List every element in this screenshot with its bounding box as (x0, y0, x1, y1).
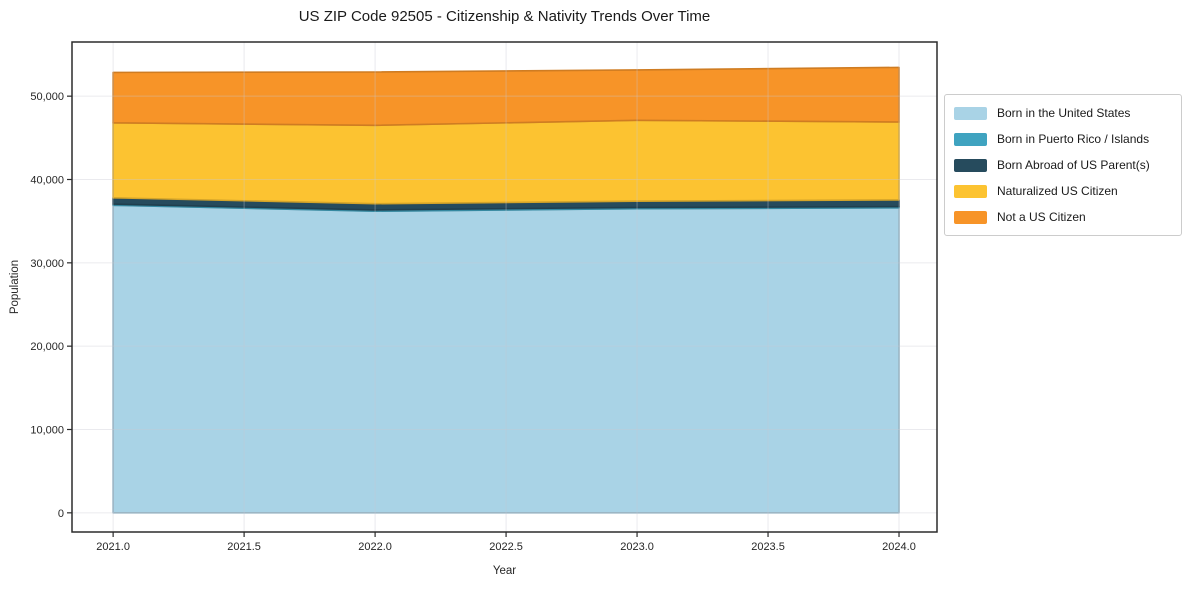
y-tick-label: 50,000 (30, 91, 64, 103)
x-tick-label: 2021.5 (227, 541, 261, 553)
y-tick-label: 40,000 (30, 175, 64, 187)
legend-label-born-us: Born in the United States (997, 106, 1131, 120)
x-tick-label: 2024.0 (882, 541, 916, 553)
legend-swatch-not-citizen (954, 210, 987, 224)
legend-label-naturalized: Naturalized US Citizen (997, 184, 1118, 198)
legend-item-naturalized: Naturalized US Citizen (954, 181, 1172, 201)
x-tick-label: 2023.0 (620, 541, 654, 553)
legend-swatch-pr-islands (954, 132, 987, 146)
y-tick-label: 20,000 (30, 341, 64, 353)
x-tick-label: 2021.0 (96, 541, 130, 553)
legend-swatch-naturalized (954, 184, 987, 198)
legend-item-not-citizen: Not a US Citizen (954, 207, 1172, 227)
y-tick-label: 0 (58, 508, 64, 520)
y-tick-label: 30,000 (30, 258, 64, 270)
legend-item-pr-islands: Born in Puerto Rico / Islands (954, 129, 1172, 149)
legend-label-pr-islands: Born in Puerto Rico / Islands (997, 132, 1150, 146)
legend-item-born-us: Born in the United States (954, 103, 1172, 123)
x-tick-label: 2023.5 (751, 541, 785, 553)
area-not-citizen (112, 66, 900, 127)
legend-item-born-abroad: Born Abroad of US Parent(s) (954, 155, 1172, 175)
x-axis-label: Year (492, 565, 517, 577)
chart-title: US ZIP Code 92505 - Citizenship & Nativi… (298, 8, 711, 25)
legend-swatch-born-us (954, 106, 987, 120)
legend-label-not-citizen: Not a US Citizen (997, 210, 1086, 224)
y-tick-label: 10,000 (30, 425, 64, 437)
legend: Born in the United States Born in Puerto… (944, 94, 1182, 236)
legend-label-born-abroad: Born Abroad of US Parent(s) (997, 158, 1150, 172)
x-tick-label: 2022.0 (358, 541, 392, 553)
x-tick-label: 2022.5 (489, 541, 523, 553)
plot-frame (71, 41, 938, 533)
y-axis-label: Population (9, 259, 21, 315)
legend-swatch-born-abroad (954, 158, 987, 172)
